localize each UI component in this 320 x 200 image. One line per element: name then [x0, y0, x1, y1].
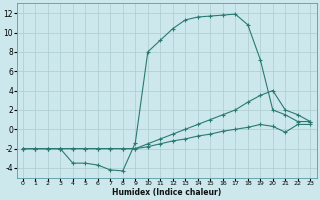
X-axis label: Humidex (Indice chaleur): Humidex (Indice chaleur) — [112, 188, 221, 197]
